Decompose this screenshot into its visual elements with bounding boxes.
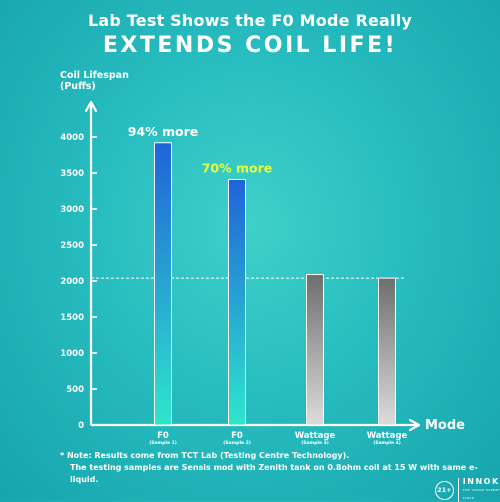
y-tick-label: 3500 <box>60 169 84 179</box>
x-tick-sublabel: (Sample 1) <box>149 440 177 446</box>
axes <box>84 100 421 432</box>
footnote-line1: * Note: Results come from TCT Lab (Testi… <box>60 451 350 460</box>
y-axis-arrow-icon <box>84 100 98 113</box>
x-axis-arrow-icon <box>408 418 421 432</box>
x-axis-label: Mode <box>425 418 465 433</box>
bar <box>154 142 172 426</box>
x-tick-label: F0 <box>231 431 243 441</box>
footnote-line2: The testing samples are Sensis mod with … <box>70 463 478 484</box>
footnote: * Note: Results come from TCT Lab (Testi… <box>60 450 480 486</box>
y-tick-label: 500 <box>66 385 84 395</box>
chart-title: Lab Test Shows the F0 Mode Really <box>87 11 413 30</box>
brand-logo: INNOKIN THE VAPOR EXPERT SINCE <box>457 477 500 502</box>
y-tick-label: 4000 <box>60 133 84 143</box>
x-categories: F0(Sample 1)F0(Sample 2)Wattage(Sample 3… <box>149 431 407 446</box>
annotations: 94% more 70% more <box>128 124 273 176</box>
y-axis-label-line1: Coil Lifespan <box>60 70 129 81</box>
y-tick-label: 0 <box>78 421 84 431</box>
x-tick-label: Wattage <box>295 431 336 441</box>
y-axis-label-line2: (Puffs) <box>60 81 96 92</box>
data-label: 94% more <box>128 124 199 139</box>
x-tick-sublabel: (Sample 4) <box>373 440 401 446</box>
y-tick-label: 3000 <box>60 205 84 215</box>
y-tick-label: 1500 <box>60 313 84 323</box>
x-tick-sublabel: (Sample 3) <box>301 440 329 446</box>
y-tick-label: 2000 <box>60 277 84 287</box>
data-label: 70% more <box>202 160 273 175</box>
bars <box>154 142 396 426</box>
age-badge: 21+ <box>435 480 454 500</box>
x-tick-label: Wattage <box>367 431 408 441</box>
brand-name: INNOKIN <box>462 477 500 486</box>
bar <box>378 277 396 426</box>
x-tick-label: F0 <box>157 431 169 441</box>
y-tick-label: 2500 <box>60 241 84 251</box>
x-tick-sublabel: (Sample 2) <box>223 440 251 446</box>
bar <box>306 274 324 426</box>
brand-footer: 21+ INNOKIN THE VAPOR EXPERT SINCE <box>435 478 500 502</box>
y-ticks: 0 500 1000 1500 2000 2500 3000 3500 4000 <box>60 133 97 431</box>
y-axis-label: Coil Lifespan (Puffs) <box>60 70 129 92</box>
chart-subtitle: EXTENDS COIL LIFE! <box>102 33 398 58</box>
bar <box>228 178 246 426</box>
brand-tagline: THE VAPOR EXPERT SINCE <box>462 488 500 500</box>
y-tick-label: 1000 <box>60 349 84 359</box>
